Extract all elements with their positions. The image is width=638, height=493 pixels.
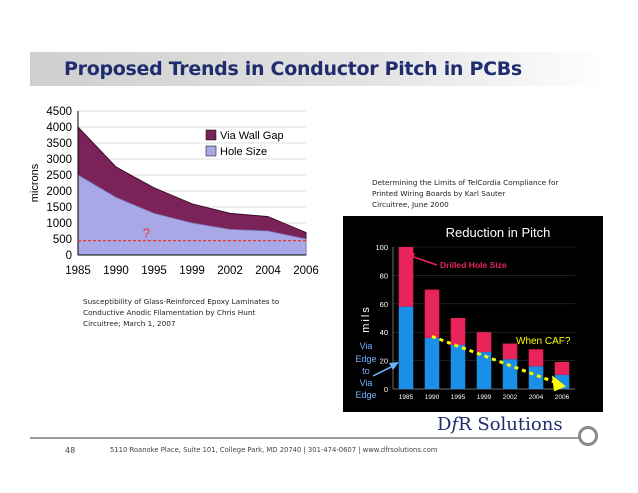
via-edge-arrow-head-icon — [389, 362, 399, 370]
y-tick-label: 0 — [384, 385, 388, 394]
y-tick-label: 80 — [380, 271, 388, 280]
bar-via-edge — [502, 359, 518, 389]
brand-logo: DfR Solutions — [437, 414, 563, 435]
bar-via-edge — [424, 337, 440, 389]
citation-left: Susceptibility of Glass-Reinforced Epoxy… — [83, 296, 279, 329]
x-tick-label: 1985 — [399, 394, 414, 401]
x-tick-label: 2006 — [293, 265, 319, 277]
y-tick-label: 40 — [380, 328, 388, 337]
bar-drilled-hole — [450, 318, 466, 345]
drilled-arrow-line — [410, 255, 438, 266]
area-chart: ? 0 500 1000 1500 2000 2500 3000 3500 4000 4500 198… — [29, 106, 319, 277]
y-tick-label: 1500 — [46, 202, 72, 214]
citation-right: Determining the Limits of TelCordia Comp… — [372, 177, 558, 210]
x-tick-label: 1995 — [451, 394, 466, 401]
area-series-hole-size — [77, 174, 307, 256]
y-tick-label: 0 — [66, 250, 72, 262]
y-tick-label: 20 — [380, 357, 388, 366]
bar-drilled-hole — [554, 362, 570, 375]
y-tick-label: 500 — [53, 234, 72, 246]
bar-drilled-hole — [476, 332, 492, 353]
page-title: Proposed Trends in Conductor Pitch in PC… — [64, 58, 522, 80]
title-band — [30, 52, 610, 86]
question-annotation: ? — [143, 226, 150, 241]
legend-label-hole-size: Hole Size — [220, 146, 267, 158]
bar-chart: Reduction in Pitch 0 20 40 60 80 100 1985 1990 19… — [343, 216, 603, 412]
y-tick-label: 2000 — [46, 186, 72, 198]
x-tick-label: 1999 — [179, 265, 205, 277]
bar-drilled-hole — [398, 247, 414, 307]
bar-chart-title: Reduction in Pitch — [446, 225, 551, 240]
citation-left-line: Susceptibility of Glass-Reinforced Epoxy… — [83, 297, 280, 306]
y-tick-label: 100 — [375, 243, 388, 252]
legend-label-via-wall-gap: Via Wall Gap — [220, 130, 284, 142]
y-axis-label: mils — [360, 305, 372, 333]
y-tick-label: 4000 — [46, 122, 72, 134]
legend-swatch-hole-size — [205, 145, 217, 157]
bar-drilled-hole — [502, 343, 518, 360]
y-tick-label: 1000 — [46, 218, 72, 230]
citation-right-line: Printed Wiring Boards by Karl Sauter — [372, 189, 506, 198]
bar-via-edge — [398, 306, 414, 389]
legend-swatch-via-wall-gap — [205, 129, 217, 141]
x-tick-label: 1999 — [477, 394, 492, 401]
trend-arrow-head-icon — [552, 375, 566, 392]
x-tick-label: 2004 — [529, 394, 544, 401]
x-tick-label: 1990 — [425, 394, 440, 401]
footer-divider — [30, 437, 586, 439]
bar-via-edge — [476, 352, 492, 389]
citation-right-line: Circuitree, June 2000 — [372, 200, 449, 209]
brand-f: f — [451, 414, 459, 435]
citation-left-line: Circuitree; March 1, 2007 — [83, 319, 176, 328]
x-tick-label: 1990 — [103, 265, 129, 277]
bar-drilled-hole — [424, 289, 440, 338]
via-edge-label: to — [362, 366, 370, 376]
bar-via-edge — [450, 344, 466, 389]
y-tick-label: 2500 — [46, 170, 72, 182]
page-number: 48 — [65, 446, 76, 455]
footer-address: 5110 Roanoke Place, Suite 101, College P… — [110, 446, 438, 454]
via-edge-label: Via — [360, 378, 373, 388]
x-tick-label: 1985 — [65, 265, 91, 277]
y-tick-label: 60 — [380, 300, 388, 309]
brand-d: D — [437, 414, 452, 435]
x-tick-label: 2004 — [255, 265, 281, 277]
y-tick-label: 3500 — [46, 138, 72, 150]
drilled-hole-label: Drilled Hole Size — [440, 260, 507, 270]
y-axis-label: microns — [29, 163, 41, 202]
drilled-arrow-head-icon — [405, 253, 415, 261]
bar-via-edge — [528, 366, 544, 389]
x-tick-label: 2002 — [503, 394, 518, 401]
y-tick-label: 4500 — [46, 106, 72, 118]
brand-rest: R Solutions — [458, 414, 563, 435]
bar-drilled-hole — [528, 349, 544, 367]
caf-label: When CAF? — [516, 336, 571, 347]
trend-line — [431, 335, 559, 385]
y-tick-label: 3000 — [46, 154, 72, 166]
citation-left-line: Conductive Anodic Filamentation by Chris… — [83, 308, 256, 317]
citation-right-line: Determining the Limits of TelCordia Comp… — [372, 178, 559, 187]
via-edge-label: Via — [360, 341, 373, 351]
x-tick-label: 1995 — [141, 265, 167, 277]
via-edge-arrow-line — [372, 365, 394, 377]
x-tick-label: 2002 — [217, 265, 243, 277]
footer-ring-icon — [578, 426, 598, 446]
via-edge-label: Edge — [355, 354, 376, 364]
via-edge-label: Edge — [355, 390, 376, 400]
x-tick-label: 2006 — [555, 394, 570, 401]
